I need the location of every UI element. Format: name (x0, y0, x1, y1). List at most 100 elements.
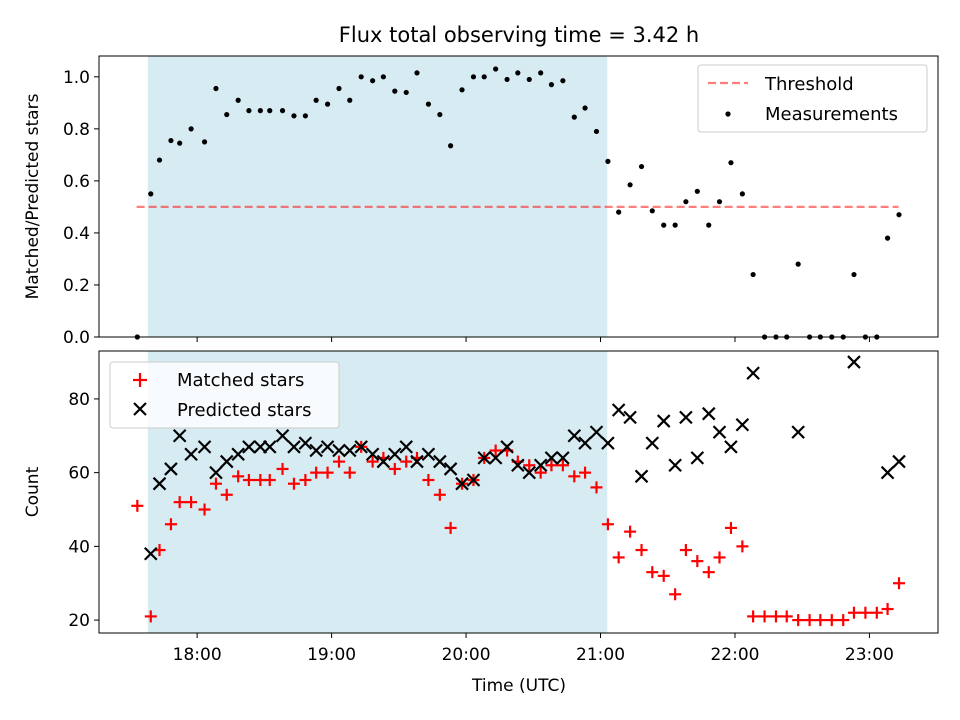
matched-stars-point (400, 455, 413, 468)
predicted-stars-point (332, 443, 346, 458)
predicted-stars-point (172, 429, 187, 443)
matched-stars-point (780, 610, 793, 623)
measurement-point (267, 108, 273, 114)
chart-title: Flux total observing time = 3.42 h (339, 23, 699, 47)
measurement-point (638, 163, 645, 170)
matched-stars-point (669, 588, 682, 601)
predicted-stars-point (209, 465, 223, 480)
x-tick-label: 20:00 (442, 645, 491, 665)
matched-stars-point (131, 499, 144, 512)
predicted-stars-point (309, 443, 323, 458)
matched-stars-point (601, 518, 614, 531)
matched-stars-point (185, 496, 198, 509)
matched-stars-point (523, 459, 536, 472)
measurement-point (177, 140, 183, 146)
predicted-stars-point (164, 462, 178, 476)
measurement-point (515, 70, 521, 76)
predicted-stars-point (544, 451, 559, 465)
measurement-point (246, 108, 252, 114)
predicted-stars-point (556, 451, 570, 465)
measurement-point (370, 78, 376, 84)
measurement-point (459, 87, 465, 93)
predicted-stars-point (466, 473, 481, 487)
matched-stars-point (366, 455, 379, 468)
measurement-point (358, 74, 364, 80)
measurement-point (661, 222, 667, 228)
predicted-stars-point (388, 447, 402, 461)
predicted-stars-point (455, 476, 469, 491)
matched-stars-point (724, 521, 737, 534)
matched-stars-point (713, 551, 726, 564)
predicted-stars-point (231, 447, 245, 461)
predicted-stars-point (354, 440, 368, 454)
matched-stars-point (444, 521, 457, 534)
top-legend-box (697, 64, 928, 133)
matched-stars-point (299, 474, 312, 487)
measurement-point (526, 76, 532, 83)
matched-stars-point (556, 459, 569, 472)
measurement-point (313, 97, 319, 103)
predicted-stars-point (152, 476, 167, 491)
y-tick-label: 40 (68, 537, 90, 557)
matched-stars-point (343, 466, 356, 479)
measurement-point (504, 76, 510, 83)
predicted-stars-point (184, 447, 198, 461)
bottom-y-axis-label: Count (23, 466, 43, 517)
measurement-point (560, 78, 566, 84)
measurement-point (448, 143, 454, 149)
measurement-point (291, 113, 297, 119)
predicted-stars-point (320, 440, 335, 454)
bottom-legend-box (109, 361, 340, 429)
matched-stars-point (173, 496, 186, 509)
predicted-stars-point (522, 465, 537, 480)
top-legend: Threshold Measurements (697, 64, 928, 133)
measurement-point (324, 101, 331, 107)
predicted-stars-point (262, 440, 277, 454)
matched-stars-point (433, 488, 446, 501)
y-tick-label: 60 (68, 464, 90, 484)
matched-stars-point (814, 614, 827, 627)
predicted-stars-point (746, 366, 760, 380)
predicted-stars-point (242, 440, 256, 454)
predicted-stars-point (668, 458, 682, 473)
bottom-axis-ticks: 18:00 19:00 20:00 21:00 22:00 23:00 20 40 60 80 (68, 390, 894, 665)
measurement-point (582, 105, 588, 111)
predicted-stars-point (623, 410, 637, 425)
measurement-point (302, 113, 308, 119)
predicted-stars-point (578, 436, 592, 450)
matched-stars-point (691, 555, 704, 568)
measurement-point (156, 157, 163, 163)
legend-predicted-swatch (133, 402, 147, 416)
matched-stars-point (232, 470, 245, 483)
legend-measurements-swatch (725, 111, 731, 117)
legend-measurements-label: Measurements (765, 104, 898, 125)
predicted-stars-point (275, 429, 290, 443)
matched-stars-point (758, 610, 771, 623)
matched-stars-point (568, 470, 581, 483)
top-panel: 0.0 0.2 0.4 0.6 0.8 1.0 Matched/Predicted sta… (23, 55, 939, 348)
y-tick-label: 1.0 (63, 68, 90, 88)
predicted-stars-point (197, 440, 212, 454)
legend-threshold-label: Threshold (764, 74, 854, 95)
predicted-stars-point (342, 443, 357, 458)
matched-stars-point (590, 481, 603, 494)
predicted-stars-point (287, 440, 301, 454)
matched-stars-point (635, 544, 648, 557)
matched-stars-point (646, 566, 659, 579)
predicted-stars-point (611, 403, 626, 417)
measurement-point (279, 108, 286, 114)
matched-stars-point (321, 466, 334, 479)
predicted-stars-point (690, 451, 705, 465)
predicted-stars-point (365, 447, 380, 461)
measurement-point (213, 85, 219, 92)
predicted-stars-point (410, 454, 424, 469)
matched-stars-point (422, 474, 435, 487)
x-tick-label: 19:00 (307, 645, 356, 665)
measurement-point (168, 137, 174, 144)
predicted-stars-point (701, 406, 716, 421)
predicted-stars-point (219, 454, 234, 469)
measurement-point (605, 158, 611, 164)
x-tick-label: 18:00 (173, 645, 222, 665)
measurement-point (683, 199, 689, 205)
